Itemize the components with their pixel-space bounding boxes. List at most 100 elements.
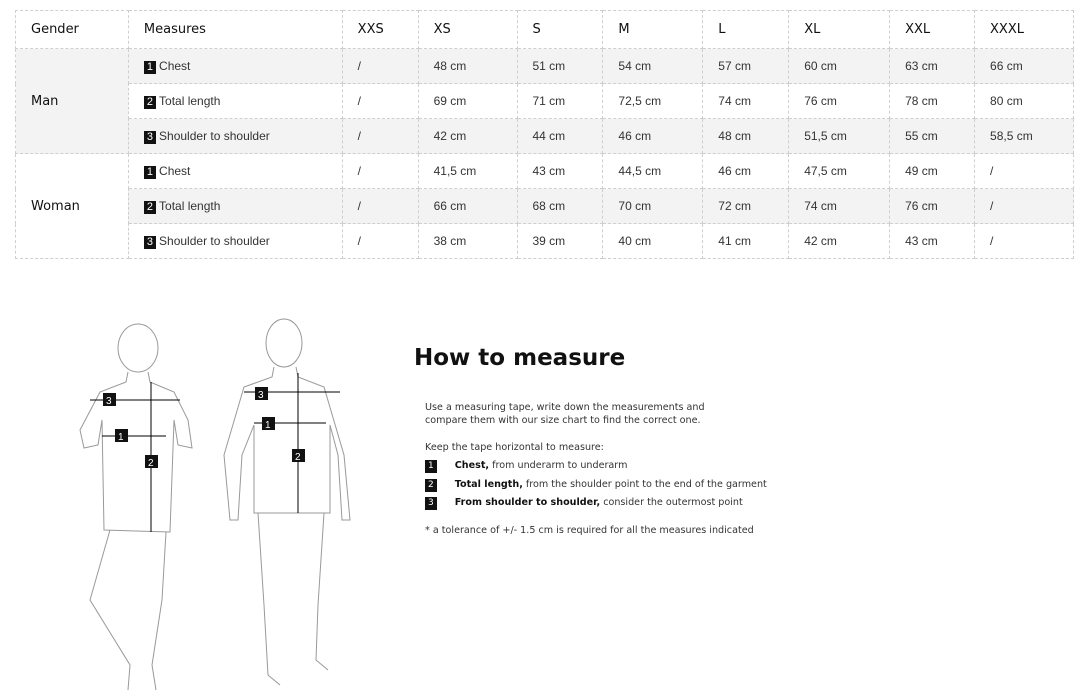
size-value-cell: 47,5 cm (788, 153, 891, 189)
measure-cell: 3 Shoulder to shoulder (127, 118, 343, 154)
measure-number-badge: 1 (143, 165, 157, 179)
size-value-cell: 68 cm (516, 188, 604, 224)
size-chart-table: Gender Measures XXS XS S M L XL XXL XXXL Man 1 Ches… (15, 10, 1074, 259)
size-value-cell: 54 cm (602, 48, 704, 84)
measure-number-badge: 2 (143, 200, 157, 214)
measure-guide-item: 1 Chest, from underarm to underarm (425, 460, 627, 473)
measure-label: Chest (159, 58, 191, 73)
measure-number-badge: 1 (143, 60, 157, 74)
measure-cell: 2 Total length (127, 83, 343, 119)
man-figure-illustration: 3 1 2 (223, 318, 351, 686)
size-value-cell: 76 cm (889, 188, 976, 224)
guide-item-text: consider the outermost point (600, 497, 743, 508)
measure-label: Total length (159, 198, 221, 213)
intro-text: Use a measuring tape, write down the mea… (425, 401, 705, 427)
column-header: L (702, 10, 790, 49)
guide-item-text: from the shoulder point to the end of th… (522, 478, 767, 490)
svg-text:3: 3 (258, 390, 264, 401)
size-value-cell: 66 cm (974, 48, 1074, 84)
figure-label-2: 2 (148, 458, 154, 469)
column-header: Gender (15, 10, 129, 49)
size-value-cell: 70 cm (602, 188, 704, 224)
size-value-cell: 72,5 cm (602, 83, 704, 119)
size-value-cell: 49 cm (889, 153, 976, 189)
size-value-cell: 48 cm (417, 48, 518, 84)
gender-cell: Man (15, 48, 129, 154)
figure-label-3: 3 (106, 396, 112, 407)
size-value-cell: 76 cm (788, 83, 891, 119)
size-value-cell: 78 cm (889, 83, 976, 119)
size-value-cell: 44,5 cm (602, 153, 704, 189)
size-value-cell: 48 cm (702, 118, 790, 154)
measure-number-badge: 2 (143, 95, 157, 109)
size-value-cell: / (341, 48, 419, 84)
guide-number-badge: 3 (425, 497, 437, 510)
size-value-cell: 80 cm (974, 83, 1074, 119)
table-row: Man 1 Chest/48 cm 51 cm 54 cm 57 cm 60 cm 63 cm… (15, 48, 1074, 154)
size-value-cell: 74 cm (788, 188, 891, 224)
column-header: XXXL (974, 10, 1074, 49)
intro-line-2: compare them with our size chart to find… (425, 415, 701, 426)
guide-number-badge: 1 (425, 460, 437, 473)
size-value-cell: 74 cm (702, 83, 790, 119)
intro-line-1: Use a measuring tape, write down the mea… (425, 402, 705, 413)
size-value-cell: 43 cm (889, 223, 976, 259)
size-value-cell: / (341, 118, 419, 154)
measure-label: Shoulder to shoulder (159, 233, 270, 248)
table-row: 2 Total length/69 cm 71 cm 72,5 cm 74 cm 76 c… (16, 83, 1074, 119)
size-value-cell: 57 cm (702, 48, 790, 84)
guide-item-text: from underarm to underarm (489, 460, 628, 471)
size-value-cell: 41 cm (702, 223, 790, 259)
column-header: XS (417, 10, 518, 49)
size-value-cell: / (341, 188, 419, 224)
size-value-cell: / (974, 153, 1074, 189)
table-row: 3 Shoulder to shoulder/42 cm 44 cm 46 cm 48 … (16, 118, 1074, 154)
keep-horizontal-text: Keep the tape horizontal to measure: (425, 442, 604, 453)
column-header: XXL (889, 10, 976, 49)
figure-label-1: 1 (118, 432, 124, 443)
table-row: 2 Total length/66 cm 68 cm 70 cm 72 cm 74 cm 7… (16, 188, 1074, 224)
size-value-cell: 51,5 cm (788, 118, 891, 154)
measure-cell: 1 Chest (127, 153, 343, 189)
size-value-cell: 44 cm (516, 118, 604, 154)
column-header: Measures (127, 10, 343, 49)
measure-number-badge: 3 (143, 130, 157, 144)
column-header: XXS (341, 10, 419, 49)
size-value-cell: 38 cm (417, 223, 518, 259)
size-value-cell: 41,5 cm (417, 153, 518, 189)
measure-number-badge: 3 (143, 235, 157, 249)
measure-cell: 2 Total length (127, 188, 343, 224)
measure-label: Shoulder to shoulder (159, 128, 270, 143)
guide-item-bold: From shoulder to shoulder, (454, 497, 601, 508)
size-value-cell: 55 cm (889, 118, 976, 154)
size-value-cell: 40 cm (602, 223, 704, 259)
size-value-cell: 46 cm (702, 153, 790, 189)
svg-text:1: 1 (265, 420, 271, 431)
size-value-cell: / (341, 83, 419, 119)
guide-item-bold: Total length, (454, 478, 523, 490)
size-value-cell: 60 cm (788, 48, 891, 84)
size-value-cell: 63 cm (889, 48, 976, 84)
size-value-cell: 46 cm (602, 118, 704, 154)
measure-label: Chest (159, 163, 191, 178)
measure-cell: 1 Chest (127, 48, 343, 84)
table-row: Woman 1 Chest/41,5 cm 43 cm 44,5 cm 46 cm 47,5… (15, 153, 1074, 259)
size-value-cell: 58,5 cm (974, 118, 1074, 154)
size-value-cell: 43 cm (516, 153, 604, 189)
column-header: M (602, 10, 704, 49)
column-header: XL (788, 10, 891, 49)
svg-text:2: 2 (295, 452, 301, 463)
column-header: S (516, 10, 604, 49)
guide-item-bold: Chest, (454, 460, 490, 471)
woman-figure-illustration: 3 1 2 (79, 323, 193, 691)
guide-number-badge: 2 (425, 478, 437, 492)
size-value-cell: 39 cm (516, 223, 604, 259)
size-value-cell: / (341, 153, 419, 189)
size-value-cell: 51 cm (516, 48, 604, 84)
gender-cell: Woman (15, 153, 129, 259)
measure-label: Total length (159, 93, 221, 108)
how-to-measure-title: How to measure (414, 345, 626, 371)
table-row: 3 Shoulder to shoulder /38 cm 39 cm 40 cm 41 … (16, 223, 1074, 259)
size-value-cell: / (341, 223, 419, 259)
size-value-cell: 72 cm (702, 188, 790, 224)
